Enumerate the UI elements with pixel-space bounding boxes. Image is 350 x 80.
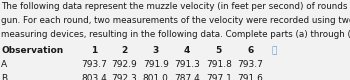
Text: 791.3: 791.3 [174,60,200,69]
Text: ⓘ: ⓘ [271,46,276,55]
Text: gun. For each round, two measurements of the velocity were recorded using two di: gun. For each round, two measurements of… [1,16,350,25]
Text: 5: 5 [216,46,222,55]
Text: 793.7: 793.7 [82,60,107,69]
Text: 787.4: 787.4 [174,74,200,80]
Text: measuring devices, resulting in the following data. Complete parts (a) through (: measuring devices, resulting in the foll… [1,30,350,39]
Text: 4: 4 [184,46,190,55]
Text: 792.3: 792.3 [111,74,137,80]
Text: Observation: Observation [1,46,63,55]
Text: 2: 2 [121,46,127,55]
Text: 791.9: 791.9 [143,60,169,69]
Text: The following data represent the muzzle velocity (in feet per second) of rounds : The following data represent the muzzle … [1,2,350,11]
Text: 1: 1 [91,46,98,55]
Text: 3: 3 [153,46,159,55]
Text: B: B [1,74,7,80]
Text: 6: 6 [247,46,253,55]
Text: 791.8: 791.8 [206,60,232,69]
Text: 797.1: 797.1 [206,74,232,80]
Text: A: A [1,60,7,69]
Text: 792.9: 792.9 [111,60,137,69]
Text: 803.4: 803.4 [82,74,107,80]
Text: 793.7: 793.7 [237,60,263,69]
Text: 791.6: 791.6 [237,74,263,80]
Text: 801.0: 801.0 [143,74,169,80]
